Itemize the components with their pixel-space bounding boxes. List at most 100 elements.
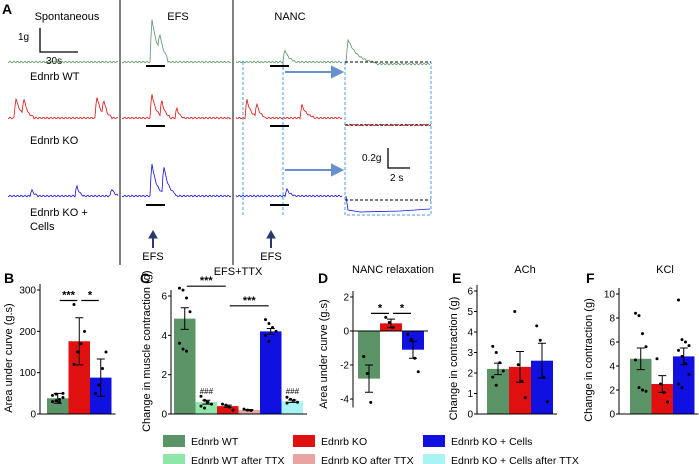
data-point bbox=[666, 400, 669, 404]
error-bar bbox=[636, 347, 645, 371]
legend-label: Ednrb WT after TTX bbox=[191, 455, 285, 464]
data-point bbox=[264, 318, 267, 322]
data-point bbox=[641, 388, 644, 392]
data-point bbox=[655, 357, 659, 361]
data-point bbox=[51, 393, 54, 397]
data-point bbox=[242, 407, 246, 411]
panel-letter: D bbox=[318, 270, 328, 286]
data-point bbox=[684, 340, 687, 344]
legend-label: Ednrb KO bbox=[321, 436, 367, 448]
data-point bbox=[285, 401, 289, 405]
data-point bbox=[491, 344, 495, 348]
chart-title: KCl bbox=[656, 264, 674, 276]
data-point bbox=[210, 402, 213, 406]
zoom-scale-bar bbox=[387, 148, 410, 169]
y-tick-label: 2 bbox=[609, 386, 615, 397]
legend-label: Ednrb KO + Cells bbox=[451, 436, 532, 448]
data-point bbox=[491, 375, 495, 379]
data-point bbox=[249, 408, 253, 412]
data-point bbox=[296, 400, 299, 404]
data-point bbox=[54, 392, 58, 396]
data-point bbox=[523, 396, 527, 400]
bar-ednrb-ko-cells-after-ttx bbox=[281, 401, 303, 414]
chart-title: NANC relaxation bbox=[352, 264, 434, 276]
data-point bbox=[199, 404, 203, 408]
data-point bbox=[662, 390, 666, 394]
data-point bbox=[677, 348, 680, 352]
stim-label: EFS bbox=[260, 251, 281, 263]
y-tick-label: 0 bbox=[467, 410, 473, 421]
data-point bbox=[634, 311, 637, 315]
data-point bbox=[545, 400, 549, 404]
data-point bbox=[637, 386, 641, 390]
y-tick-label: 6 bbox=[609, 338, 615, 349]
bar-ednrb-ko bbox=[68, 341, 90, 414]
y-tick-label: 6 bbox=[161, 292, 167, 303]
bar-ednrb-ko bbox=[651, 384, 673, 414]
zoom-scale-y: 0.2g bbox=[362, 153, 381, 164]
data-point bbox=[292, 398, 296, 402]
y-tick-label: 8 bbox=[609, 314, 615, 325]
data-point bbox=[413, 356, 417, 360]
column-title: EFS bbox=[167, 11, 188, 23]
y-axis-label: Area under curve (g.s) bbox=[3, 303, 15, 412]
data-point bbox=[644, 389, 648, 393]
bar-ednrb-ko bbox=[217, 406, 239, 414]
data-point bbox=[224, 403, 228, 407]
y-tick-label: 0 bbox=[609, 410, 615, 421]
data-point bbox=[264, 333, 267, 337]
trace-wt-nanc bbox=[235, 49, 343, 64]
chart-title: EFS+TTX bbox=[214, 266, 263, 278]
legend-swatch bbox=[423, 454, 445, 464]
data-point bbox=[76, 350, 79, 354]
data-point bbox=[97, 383, 101, 387]
panel-letter: A bbox=[2, 1, 12, 17]
significance-label: *** bbox=[243, 295, 257, 307]
bar-ednrb-wt bbox=[174, 318, 196, 414]
error-bar bbox=[180, 307, 189, 330]
bar-ednrb-ko-cells bbox=[673, 356, 695, 414]
data-point bbox=[641, 332, 644, 336]
legend-item: Ednrb WT after TTX bbox=[163, 454, 285, 464]
legend-label: Ednrb WT bbox=[191, 436, 239, 448]
data-point bbox=[416, 370, 420, 374]
y-tick-label: 6 bbox=[467, 287, 473, 298]
y-tick-label: 0 bbox=[30, 410, 36, 421]
annotation: ### bbox=[286, 387, 300, 396]
arrow-right-icon bbox=[331, 163, 345, 177]
data-point bbox=[680, 386, 684, 390]
data-point bbox=[188, 310, 192, 314]
y-tick-label: 4 bbox=[161, 331, 167, 342]
data-point bbox=[634, 358, 637, 362]
y-tick-label: 1 bbox=[467, 389, 473, 400]
bar-ednrb-ko bbox=[509, 366, 531, 414]
data-point bbox=[231, 408, 235, 412]
data-point bbox=[384, 315, 388, 319]
data-point bbox=[409, 338, 413, 341]
data-point bbox=[246, 408, 249, 412]
data-point bbox=[369, 400, 373, 404]
y-axis-label: Change in muscle contraction (g) bbox=[141, 270, 153, 431]
data-point bbox=[199, 394, 203, 398]
zoom-box bbox=[344, 61, 432, 216]
arrow-icons bbox=[285, 65, 345, 177]
y-tick-label: 5 bbox=[467, 307, 473, 318]
significance-label: *** bbox=[62, 289, 76, 301]
y-tick-label: 300 bbox=[19, 286, 36, 297]
data-point bbox=[185, 349, 188, 353]
data-point bbox=[644, 345, 648, 349]
data-point bbox=[72, 362, 76, 366]
row-label: Ednrb KO bbox=[30, 135, 79, 147]
significance-label: * bbox=[378, 302, 383, 314]
row-label: Cells bbox=[30, 221, 55, 233]
bar-ednrb-ko-cells bbox=[260, 331, 282, 414]
data-point bbox=[501, 369, 505, 373]
data-point bbox=[684, 362, 687, 366]
y-tick-label: 4 bbox=[467, 328, 473, 339]
trace-ko-spontaneous bbox=[7, 97, 119, 120]
data-point bbox=[494, 351, 498, 354]
y-tick-label: -2 bbox=[340, 361, 349, 372]
y-axis-label: Change in contraction (g) bbox=[448, 297, 460, 421]
data-point bbox=[94, 391, 97, 395]
arrow-right-icon bbox=[331, 65, 345, 79]
